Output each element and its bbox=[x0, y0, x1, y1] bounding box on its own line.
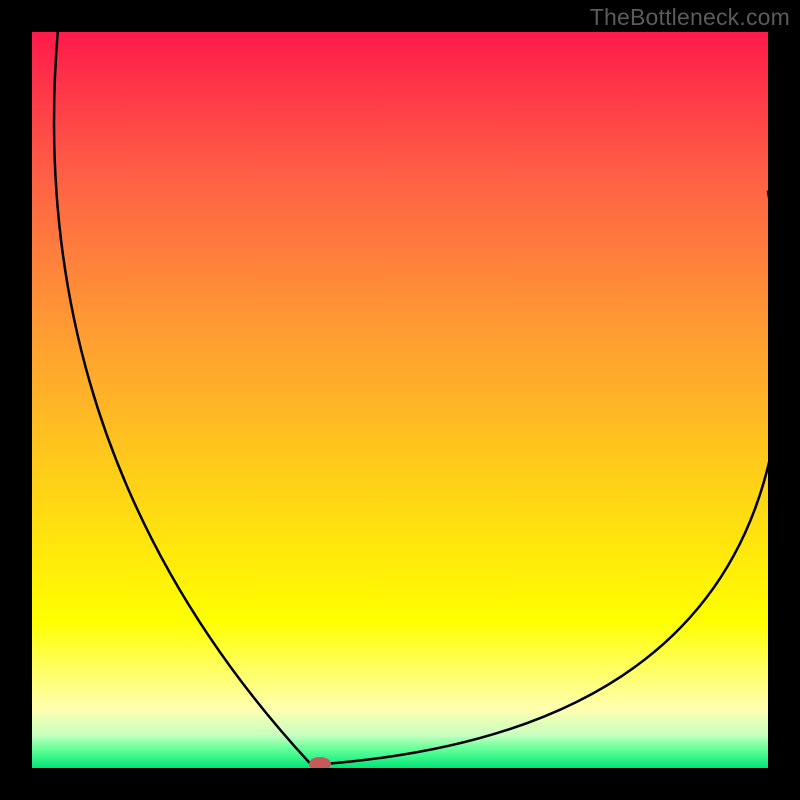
watermark-text: TheBottleneck.com bbox=[590, 4, 790, 31]
plot-area bbox=[32, 32, 768, 768]
chart-container: TheBottleneck.com bbox=[0, 0, 800, 800]
optimum-marker bbox=[309, 757, 331, 768]
bottleneck-curve bbox=[32, 32, 768, 768]
v-curve-path bbox=[54, 32, 768, 764]
